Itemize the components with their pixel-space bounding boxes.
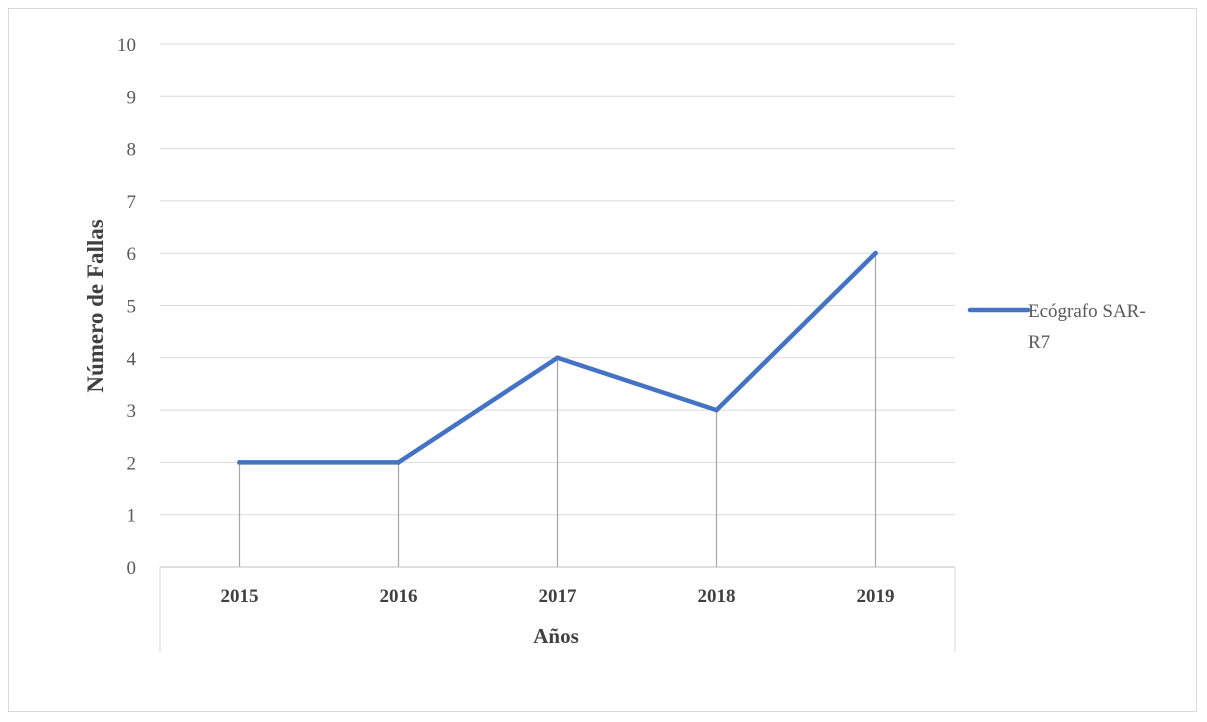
legend-label-line-1: Ecógrafo SAR- xyxy=(1028,301,1146,322)
y-tick-label-7: 7 xyxy=(127,192,137,213)
data-point-2019 xyxy=(873,250,878,256)
x-axis xyxy=(159,566,956,652)
x-tick-label-2019: 2019 xyxy=(857,586,895,607)
y-tick-label-2: 2 xyxy=(127,453,137,474)
data-point-2018 xyxy=(714,407,719,413)
y-tick-label-8: 8 xyxy=(127,140,137,161)
y-tick-label-5: 5 xyxy=(127,297,137,318)
x-tick-label-2016: 2016 xyxy=(380,586,418,607)
x-tick-labels: 2015 2016 2017 2018 2019 xyxy=(221,586,895,607)
drop-lines xyxy=(238,253,877,567)
y-tick-label-3: 3 xyxy=(127,401,137,422)
y-tick-labels: 0 1 2 3 4 5 6 7 8 9 10 xyxy=(117,35,137,579)
y-axis-title: Número de Fallas xyxy=(83,219,108,392)
y-tick-label-1: 1 xyxy=(127,506,137,527)
legend-label-line-2: R7 xyxy=(1028,332,1050,353)
x-tick-label-2018: 2018 xyxy=(698,586,736,607)
legend: Ecógrafo SAR- R7 xyxy=(967,301,1146,353)
x-tick-label-2015: 2015 xyxy=(221,586,259,607)
y-tick-label-0: 0 xyxy=(127,558,137,579)
chart-frame xyxy=(8,8,1197,712)
x-tick-label-2017: 2017 xyxy=(539,586,578,607)
data-point-2015 xyxy=(237,460,242,465)
y-tick-label-6: 6 xyxy=(127,244,137,265)
x-axis-title: Años xyxy=(533,624,579,648)
y-tick-label-9: 9 xyxy=(127,87,137,108)
y-tick-label-10: 10 xyxy=(117,35,136,56)
y-tick-label-4: 4 xyxy=(127,349,137,370)
data-point-2016 xyxy=(396,460,401,465)
series-lines xyxy=(237,250,878,465)
data-point-2017 xyxy=(555,355,560,361)
